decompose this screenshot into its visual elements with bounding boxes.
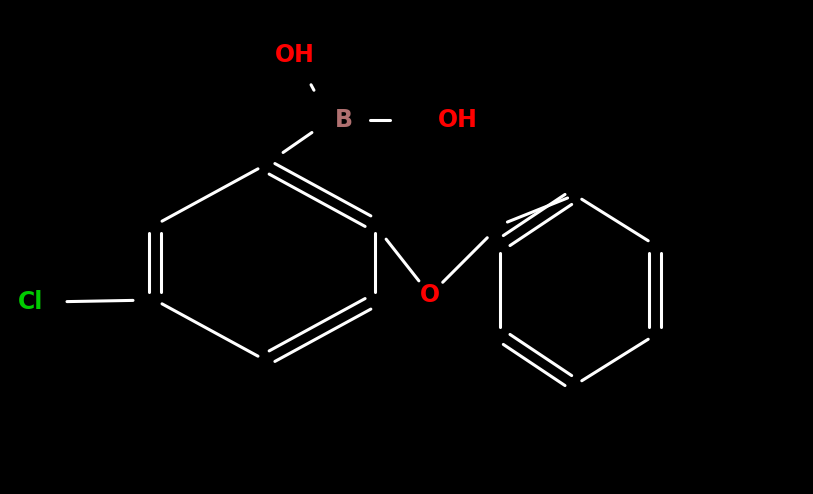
Text: OH: OH xyxy=(438,108,478,132)
Text: O: O xyxy=(420,283,440,307)
Text: OH: OH xyxy=(275,43,315,67)
Text: Cl: Cl xyxy=(18,290,43,314)
Text: B: B xyxy=(335,108,353,132)
